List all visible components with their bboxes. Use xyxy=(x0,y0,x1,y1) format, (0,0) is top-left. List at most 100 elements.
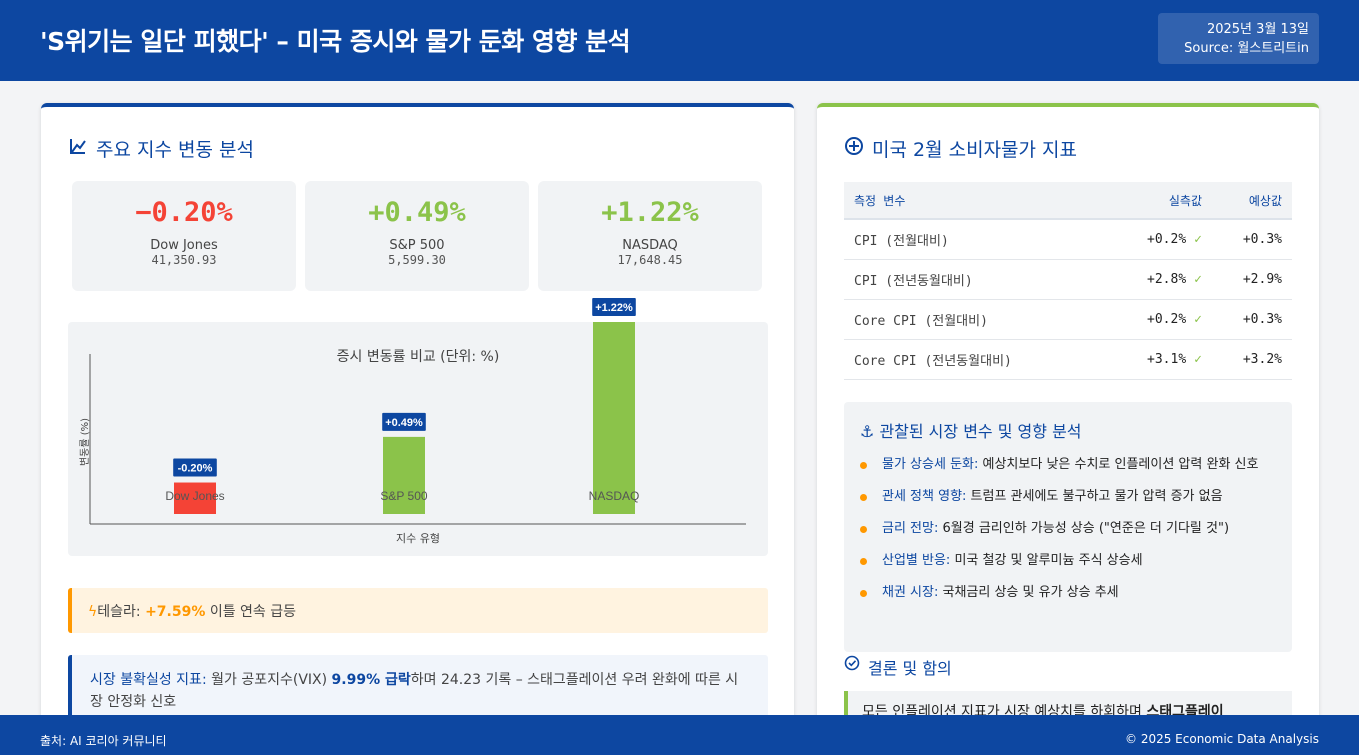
data-label: +1.22% xyxy=(595,302,633,314)
bullet-dot xyxy=(860,526,867,533)
list-item: 금리 전망: 6월경 금리인하 가능성 상승 ("연준은 더 기다릴 것") xyxy=(860,518,1280,540)
tesla-label: 테슬라: xyxy=(97,604,146,620)
data-label-bg xyxy=(382,412,426,431)
footer-source: 출처: AI 코리아 커뮤니티 xyxy=(40,734,167,748)
bar-1 xyxy=(383,436,425,514)
footer-copyright: © 2025 Economic Data Analysis xyxy=(1125,732,1319,746)
list-item: 물가 상승세 둔화: 예상치보다 낮은 수치로 인플레이션 압력 완화 신호 xyxy=(860,454,1280,476)
observed-title-text: 관찰된 시장 변수 및 영향 분석 xyxy=(879,422,1082,441)
row-expected: +3.2% xyxy=(1212,339,1292,380)
vix-text: 월가 공포지수(VIX) xyxy=(206,672,332,688)
row-expected: +0.3% xyxy=(1212,219,1292,260)
chart-container: 증시 변동률 비교 (단위: %) -0.20% Dow Jones +0.49% S… xyxy=(68,298,768,556)
vix-highlight: 9.99% 급락 xyxy=(331,672,411,688)
stat-value: 41,350.93 xyxy=(151,253,217,267)
observed-variables-box: ⚓ 관찰된 시장 변수 및 영향 분석 물가 상승세 둔화: 예상치보다 낮은 … xyxy=(844,402,1292,652)
check-icon: ✓ xyxy=(1194,311,1202,327)
index-analysis-card: 주요 지수 변동 분석 −0.20% Dow Jones 41,350.93 +… xyxy=(41,103,794,733)
vix-key: 시장 불확실성 지표: xyxy=(90,672,207,688)
check-icon: ✓ xyxy=(1194,231,1202,247)
row-label: CPI (전년동월대비) xyxy=(844,259,1092,300)
check-icon: ✓ xyxy=(1194,271,1202,287)
vix-text-rest: 하며 24.23 기록 – 스태그플레이션 우려 완화에 따른 시장 안정화 신… xyxy=(90,672,739,710)
tick-label: S&P 500 xyxy=(380,489,427,503)
stat-card-nasdaq: +1.22% NASDAQ 17,648.45 xyxy=(538,181,762,291)
tick-label: Dow Jones xyxy=(165,489,224,503)
bar-chart: -0.20% Dow Jones +0.49% S&P 500 +1.22% NASDAQ… xyxy=(79,298,746,545)
stat-name: S&P 500 xyxy=(389,238,445,253)
stat-name: Dow Jones xyxy=(150,238,218,253)
stat-name: NASDAQ xyxy=(622,238,678,253)
conclusion-title: 결론 및 함의 xyxy=(844,655,952,679)
col-header: 실측값 xyxy=(1092,182,1212,220)
section-title-text: 미국 2월 소비자물가 지표 xyxy=(872,139,1078,161)
check-circle-icon xyxy=(844,655,860,679)
list-item: 산업별 반응: 미국 철강 및 알루미늄 주식 상승세 xyxy=(860,550,1280,572)
report-source: Source: 월스트리트in xyxy=(1184,41,1309,56)
stat-value: 5,599.30 xyxy=(388,253,446,267)
plus-circle-icon xyxy=(844,136,864,161)
stat-card-dow: −0.20% Dow Jones 41,350.93 xyxy=(72,181,296,291)
chart-line-icon xyxy=(68,136,88,161)
data-label: +0.49% xyxy=(385,417,423,429)
report-date: 2025년 3월 13일 xyxy=(1206,22,1309,37)
list-item: 관세 정책 영향: 트럼프 관세에도 불구하고 물가 압력 증가 없음 xyxy=(860,486,1280,508)
stat-change: +0.49% xyxy=(368,197,466,228)
page-footer: 출처: AI 코리아 커뮤니티 © 2025 Economic Data Ana… xyxy=(0,715,1359,755)
row-actual: +0.2% ✓ xyxy=(1092,299,1212,340)
check-icon: ✓ xyxy=(1194,351,1202,367)
cpi-card: 미국 2월 소비자물가 지표 측정 변수 실측값 예상값 CPI (전월대비) … xyxy=(817,103,1319,733)
row-actual: +2.8% ✓ xyxy=(1092,259,1212,300)
row-label: Core CPI (전월대비) xyxy=(844,299,1092,340)
actual-value: +0.2% xyxy=(1147,231,1187,247)
actual-value: +3.1% xyxy=(1147,351,1187,367)
row-actual: +0.2% ✓ xyxy=(1092,219,1212,260)
item-key: 금리 전망: xyxy=(882,521,939,536)
bolt-icon: ϟ xyxy=(88,604,98,620)
cpi-table: 측정 변수 실측값 예상값 CPI (전월대비) +0.2% ✓ +0.3% CP… xyxy=(844,182,1292,380)
col-header: 예상값 xyxy=(1212,182,1292,220)
item-text: 트럼프 관세에도 불구하고 물가 압력 증가 없음 xyxy=(966,489,1223,504)
data-label-bg xyxy=(592,298,636,316)
bar-0 xyxy=(174,482,216,514)
cpi-title: 미국 2월 소비자물가 지표 xyxy=(844,135,1077,162)
header-meta: 2025년 3월 13일 Source: 월스트리트in xyxy=(1158,13,1319,64)
observed-list: 물가 상승세 둔화: 예상치보다 낮은 수치로 인플레이션 압력 완화 신호 관… xyxy=(860,454,1280,614)
bullet-dot xyxy=(860,462,867,469)
actual-value: +2.8% xyxy=(1147,271,1187,287)
table-row: CPI (전년동월대비) +2.8% ✓ +2.9% xyxy=(844,259,1292,300)
row-expected: +0.3% xyxy=(1212,299,1292,340)
item-text: 미국 철강 및 알루미늄 주식 상승세 xyxy=(950,553,1143,568)
row-expected: +2.9% xyxy=(1212,259,1292,300)
anchor-icon: ⚓ xyxy=(860,422,875,441)
stat-value: 17,648.45 xyxy=(617,253,683,267)
bar-2 xyxy=(593,322,635,514)
stat-change: −0.20% xyxy=(135,197,233,228)
row-label: Core CPI (전년동월대비) xyxy=(844,339,1092,380)
item-text: 6월경 금리인하 가능성 상승 ("연준은 더 기다릴 것") xyxy=(938,521,1230,536)
table-row: CPI (전월대비) +0.2% ✓ +0.3% xyxy=(844,219,1292,260)
item-key: 관세 정책 영향: xyxy=(882,489,967,504)
tesla-change: +7.59% xyxy=(145,604,206,620)
tesla-alert: ϟ테슬라: +7.59% 이틀 연속 급등 xyxy=(68,588,768,633)
y-axis-label: 변동률 (%) xyxy=(79,418,91,466)
item-key: 산업별 반응: xyxy=(882,553,951,568)
item-key: 물가 상승세 둔화: xyxy=(882,457,979,472)
table-header-row: 측정 변수 실측값 예상값 xyxy=(844,182,1292,220)
table-row: Core CPI (전월대비) +0.2% ✓ +0.3% xyxy=(844,299,1292,340)
tesla-text: 이틀 연속 급등 xyxy=(205,604,297,620)
conclusion-title-text: 결론 및 함의 xyxy=(868,659,952,678)
observed-title: ⚓ 관찰된 시장 변수 및 영향 분석 xyxy=(860,418,1082,442)
item-text: 예상치보다 낮은 수치로 인플레이션 압력 완화 신호 xyxy=(978,457,1259,472)
row-actual: +3.1% ✓ xyxy=(1092,339,1212,380)
bullet-dot xyxy=(860,494,867,501)
list-item: 채권 시장: 국채금리 상승 및 유가 상승 추세 xyxy=(860,582,1280,604)
data-label: -0.20% xyxy=(178,463,213,475)
section-title-text: 주요 지수 변동 분석 xyxy=(96,139,254,161)
page-title: 'S위기는 일단 피했다' – 미국 증시와 물가 둔화 영향 분석 xyxy=(40,27,631,56)
actual-value: +0.2% xyxy=(1147,311,1187,327)
x-axis-label: 지수 유형 xyxy=(396,532,440,545)
item-key: 채권 시장: xyxy=(882,585,939,600)
tick-label: NASDAQ xyxy=(589,489,640,503)
data-label-bg xyxy=(173,458,217,477)
